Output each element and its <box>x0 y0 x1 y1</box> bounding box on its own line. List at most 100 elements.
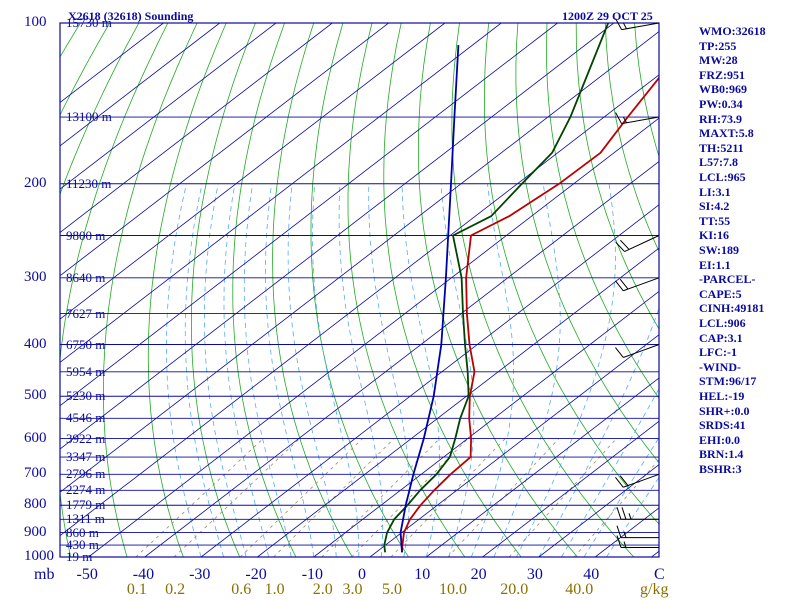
height-label: 6750 m <box>66 336 106 352</box>
mixing-ratio-label: 0.1 <box>126 581 147 598</box>
height-label: 1311 m <box>66 511 105 527</box>
isotherm <box>60 23 502 363</box>
stat-item: TH:5211 <box>699 140 744 155</box>
height-label: 5954 m <box>66 363 106 379</box>
height-label: 3347 m <box>66 449 106 465</box>
stat-item: LCL:965 <box>699 170 746 184</box>
height-label: 4546 m <box>66 410 106 426</box>
pressure-label: 500 <box>24 387 47 404</box>
barb-half <box>623 116 627 124</box>
temperature-tick-label: -10 <box>301 566 324 583</box>
mixing-ratio-label: 20.0 <box>500 581 529 598</box>
mixing-ratio-line <box>135 438 264 557</box>
diagram-grid <box>60 23 659 557</box>
wind-barb <box>615 112 660 125</box>
wind-barb <box>616 535 659 549</box>
temperature-tick-label: -20 <box>245 566 267 583</box>
pressure-label: 1000 <box>24 548 54 564</box>
isotherm <box>369 334 659 557</box>
isotherm <box>60 23 558 407</box>
height-label: 19 m <box>66 549 93 564</box>
barb-staff <box>621 116 660 125</box>
barb-half <box>623 541 627 548</box>
stat-item: STM:96/17 <box>699 374 757 389</box>
stat-item: CINH:49181 <box>699 301 765 316</box>
barb-flag <box>616 535 622 548</box>
wind-barb <box>615 18 660 31</box>
barb-flag <box>616 525 622 538</box>
pressure-label: 800 <box>24 496 47 513</box>
barb-flag <box>615 18 623 30</box>
dry-adiabat <box>417 23 578 557</box>
moist-adiabat <box>440 183 475 557</box>
stat-item: MAXT:5.8 <box>699 126 754 141</box>
stat-item: CAP:3.1 <box>699 330 743 345</box>
stat-item: KI:16 <box>699 228 729 243</box>
barb-flag <box>615 112 623 124</box>
mixing-ratio-label: 2.0 <box>312 581 333 598</box>
barb-staff <box>623 473 660 488</box>
isotherm <box>482 420 659 557</box>
mixing-ratio-label: 1.0 <box>264 581 285 598</box>
dry-adiabat <box>232 23 297 557</box>
moist-adiabat <box>243 183 292 557</box>
mixing-ratio-line <box>573 458 659 557</box>
pressure-label: 400 <box>24 335 47 352</box>
chart-title: X2618 (32618) Sounding <box>68 9 194 23</box>
height-label: 860 m <box>66 524 99 540</box>
stat-item: FRZ:951 <box>699 67 745 82</box>
moist-adiabat <box>538 306 659 557</box>
axis-unit-c: C <box>654 566 665 583</box>
pressure-label: 100 <box>24 14 47 30</box>
stat-item: SW:189 <box>699 243 740 257</box>
isotherm <box>60 23 389 277</box>
height-label: 8640 m <box>66 269 106 285</box>
moist-adiabat <box>287 183 337 557</box>
pressure-label: 300 <box>24 268 47 285</box>
barb-half <box>623 531 627 538</box>
isotherm <box>538 464 659 557</box>
barb-flag <box>615 347 624 358</box>
barb-staff <box>623 277 660 292</box>
isotherm <box>144 160 659 557</box>
isotherm <box>60 31 659 493</box>
stat-item: CAPE:5 <box>699 286 742 301</box>
chart-time: 1200Z 29 OCT 25 <box>562 9 653 23</box>
moist-adiabat <box>493 183 561 557</box>
dry-adiabat <box>451 23 635 557</box>
stat-item: HEL:-19 <box>699 389 745 403</box>
isotherm <box>60 23 615 450</box>
moist-adiabat <box>166 183 202 557</box>
wind-barb <box>616 507 659 520</box>
dry-adiabat <box>310 23 409 557</box>
isotherm <box>60 23 220 147</box>
temperature-tick-label: 40 <box>583 566 600 583</box>
mixing-ratio-label: 40.0 <box>565 581 594 598</box>
mixing-ratio-line <box>173 438 300 557</box>
mixing-ratio-label: 5.0 <box>382 581 402 598</box>
moist-adiabat <box>203 183 247 557</box>
barb-staff <box>621 22 660 31</box>
stat-item: BSHR:3 <box>699 462 742 476</box>
isotherm <box>60 74 659 537</box>
dry-adiabat <box>546 23 659 399</box>
barb-staff <box>623 344 660 358</box>
wind-barbs <box>615 18 660 549</box>
stat-item: SI:4.2 <box>699 199 730 214</box>
pressure-label: 700 <box>24 465 47 482</box>
stat-item: TT:55 <box>699 213 731 228</box>
isotherm <box>426 377 659 557</box>
isotherm <box>60 23 277 190</box>
height-label: 5230 m <box>66 388 106 404</box>
barb-half <box>628 513 632 520</box>
stat-item: LCL:906 <box>699 316 746 330</box>
isotherm <box>60 23 446 320</box>
stat-item: SRDS:41 <box>699 418 746 433</box>
mixing-ratio-line <box>321 438 441 557</box>
isotherm <box>313 290 659 557</box>
mixing-ratio-label: 0.2 <box>165 581 186 598</box>
stat-item: MW:28 <box>699 53 738 68</box>
moist-adiabat <box>516 183 616 557</box>
mixing-ratio-label: 0.6 <box>231 581 252 598</box>
height-label: 11230 m <box>66 175 112 191</box>
